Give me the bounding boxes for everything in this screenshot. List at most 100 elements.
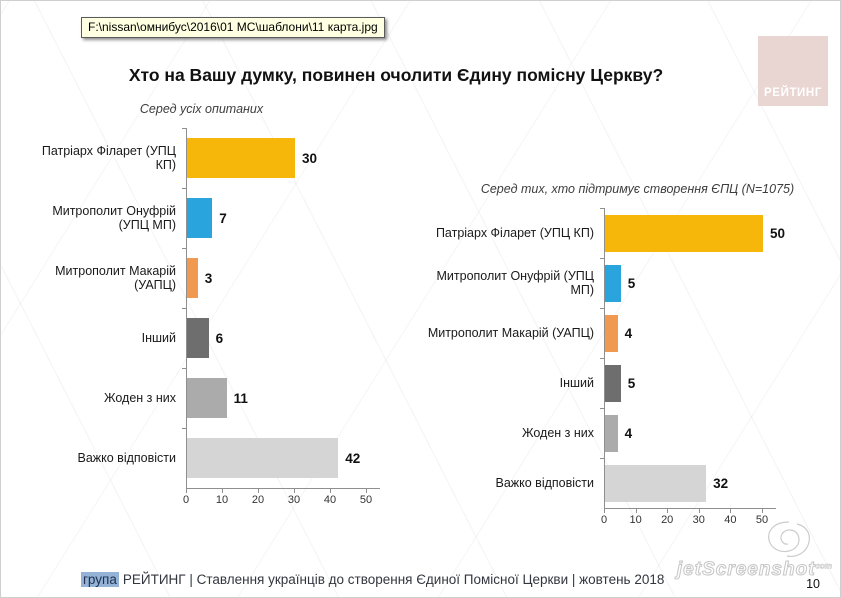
category-label: Важко відповісти <box>495 475 595 490</box>
footer-source-line: група РЕЙТИНГ | Ставлення українців до ст… <box>81 572 664 587</box>
axis-tick-label: 30 <box>287 494 301 506</box>
x-axis: 0 10 20 30 40 50 <box>600 508 776 529</box>
axis-tick <box>635 509 637 513</box>
bar <box>605 464 707 502</box>
bar-cell: 30 <box>182 127 384 188</box>
axis-tick-label: 20 <box>661 514 674 526</box>
bar <box>187 438 339 478</box>
category-label: Митрополит Онуфрій (УПЦ МП) <box>436 268 594 297</box>
bar-cell: 3 <box>182 247 384 308</box>
x-axis: 0 10 20 30 40 50 <box>182 488 380 509</box>
axis-tick <box>222 489 223 493</box>
axis-tick-label: 50 <box>755 514 769 526</box>
bar <box>605 364 621 402</box>
chart-row: Важко відповісти 32 <box>421 457 799 508</box>
watermark-tld: com <box>815 561 832 571</box>
bar-cell: 50 <box>600 207 799 258</box>
page-title: Хто на Вашу думку, повинен очолити Єдину… <box>128 65 664 85</box>
axis-tick <box>330 489 331 493</box>
chart-row: Інший 6 <box>19 307 384 368</box>
bar <box>187 318 209 358</box>
category-label: Інший <box>559 375 594 390</box>
chart-subtitle: Серед усіх опитаних <box>139 102 264 116</box>
footer-text: РЕЙТИНГ | Ставлення українців до створен… <box>122 572 665 587</box>
axis-tick <box>667 509 669 513</box>
value-label: 5 <box>627 275 636 291</box>
bar <box>605 264 621 302</box>
bar <box>187 258 198 298</box>
footer-highlight: група <box>81 572 119 587</box>
bar-cell: 5 <box>600 357 799 408</box>
axis-tick-label: 10 <box>215 494 229 506</box>
category-label: Митрополит Онуфрій (УПЦ МП) <box>52 203 176 232</box>
chart-row: Інший 5 <box>421 357 799 408</box>
chart-all-respondents: Серед усіх опитаних Патріарх Філарет (УП… <box>19 102 384 509</box>
page-number: 10 <box>806 577 820 591</box>
axis-tick <box>366 489 367 493</box>
axis-tick-label: 20 <box>251 494 265 506</box>
axis-tick <box>730 509 732 513</box>
axis-tick <box>258 489 259 493</box>
category-label: Митрополит Макарій (УАПЦ) <box>55 263 176 292</box>
value-label: 32 <box>713 475 729 491</box>
category-label: Жоден з них <box>103 390 176 405</box>
value-label: 30 <box>302 150 318 166</box>
value-label: 11 <box>233 390 248 406</box>
chart-row: Жоден з них 11 <box>19 367 384 428</box>
category-label: Патріарх Філарет (УПЦ КП) <box>435 225 594 240</box>
chart-row: Митрополит Онуфрій (УПЦ МП) 7 <box>19 187 384 248</box>
bar-cell: 4 <box>600 407 799 458</box>
axis-tick <box>186 489 187 493</box>
bar-cell: 6 <box>182 307 384 368</box>
bar <box>187 198 213 238</box>
value-label: 42 <box>345 450 361 466</box>
axis-tick-label: 40 <box>323 494 337 506</box>
chart-row: Митрополит Макарій (УАПЦ) 4 <box>421 307 799 358</box>
axis-tick-label: 40 <box>724 514 737 526</box>
bar-cell: 7 <box>182 187 384 248</box>
category-label: Важко відповісти <box>77 450 177 465</box>
axis-tick <box>698 509 700 513</box>
chart-supporters: Серед тих, хто підтримує створення ЄПЦ (… <box>421 182 799 529</box>
value-label: 4 <box>624 325 633 341</box>
bar-cell: 32 <box>600 457 799 508</box>
logo-label: РЕЙТИНГ <box>764 87 822 99</box>
bar <box>187 378 227 418</box>
bar <box>605 314 618 352</box>
axis-tick-label: 50 <box>359 494 373 506</box>
chart-row: Патріарх Філарет (УПЦ КП) 50 <box>421 207 799 258</box>
chart-row: Митрополит Макарій (УАПЦ) 3 <box>19 247 384 308</box>
bar <box>605 414 618 452</box>
chart-row: Митрополит Онуфрій (УПЦ МП) 5 <box>421 257 799 308</box>
category-label: Патріарх Філарет (УПЦ КП) <box>41 143 176 172</box>
chart-rows: Патріарх Філарет (УПЦ КП) 30 Митрополит Он… <box>19 127 384 488</box>
watermark-text: jetScreenshot <box>676 559 816 581</box>
category-label: Митрополит Макарій (УАПЦ) <box>427 325 594 340</box>
value-label: 7 <box>219 210 227 226</box>
axis-tick-label: 10 <box>629 514 642 526</box>
bar <box>605 214 763 252</box>
value-label: 6 <box>215 330 224 346</box>
axis-tick <box>294 489 295 493</box>
chart-rows: Патріарх Філарет (УПЦ КП) 50 Митрополит Он… <box>421 207 799 508</box>
axis-tick-label: 0 <box>600 514 608 526</box>
axis-tick-label: 0 <box>182 494 190 506</box>
axis-tick <box>604 509 605 513</box>
bar-cell: 11 <box>182 367 384 428</box>
value-label: 5 <box>627 375 636 391</box>
value-label: 3 <box>204 270 213 286</box>
bar <box>187 138 295 178</box>
bar-cell: 42 <box>182 427 384 488</box>
bar-cell: 4 <box>600 307 799 358</box>
axis-tick <box>762 509 763 513</box>
chart-row: Патріарх Філарет (УПЦ КП) 30 <box>19 127 384 188</box>
file-path-tooltip: F:\nissan\омнибус\2016\01 МС\шаблони\11 … <box>81 17 385 38</box>
category-label: Інший <box>141 330 176 345</box>
chart-subtitle: Серед тих, хто підтримує створення ЄПЦ (… <box>480 182 795 196</box>
rating-group-logo: РЕЙТИНГ <box>758 36 828 106</box>
category-label: Жоден з них <box>521 425 594 440</box>
chart-row: Жоден з них 4 <box>421 407 799 458</box>
bar-cell: 5 <box>600 257 799 308</box>
value-label: 50 <box>770 225 786 241</box>
